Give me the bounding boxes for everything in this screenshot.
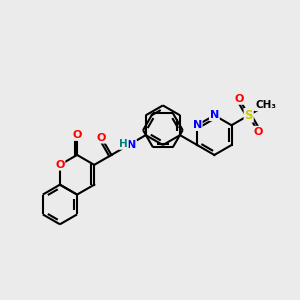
Text: O: O bbox=[97, 133, 106, 143]
Text: O: O bbox=[235, 94, 244, 104]
Text: O: O bbox=[55, 160, 64, 170]
Text: S: S bbox=[244, 109, 253, 122]
Text: H: H bbox=[124, 140, 133, 150]
Text: N: N bbox=[127, 140, 136, 150]
Text: CH₃: CH₃ bbox=[255, 100, 276, 110]
Text: N: N bbox=[210, 110, 219, 120]
Text: H: H bbox=[119, 139, 128, 149]
Text: O: O bbox=[254, 127, 263, 136]
Text: O: O bbox=[72, 130, 82, 140]
Text: N: N bbox=[193, 120, 202, 130]
